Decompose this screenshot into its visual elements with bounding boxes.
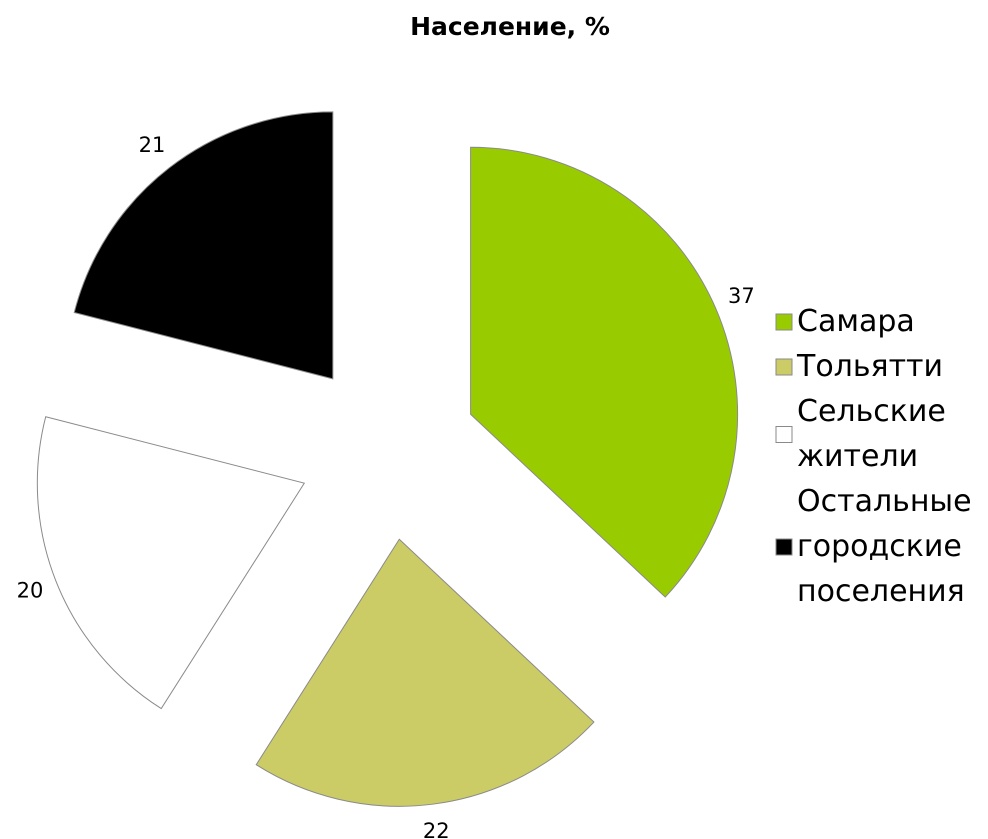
legend-swatch: [775, 426, 793, 443]
legend-line: жители: [797, 439, 918, 474]
legend-swatch: [775, 313, 793, 331]
legend-item: Тольятти: [775, 349, 943, 384]
legend-line: городские: [797, 529, 962, 564]
legend-item: Самара: [775, 304, 915, 339]
legend-line: поселения: [797, 574, 965, 609]
pie-slice: [470, 146, 739, 598]
legend-label: Сельские жители: [797, 394, 946, 474]
pie-slice: [73, 111, 334, 380]
value-label: 20: [17, 579, 44, 603]
legend-item: Сельские жители: [775, 394, 946, 474]
pie-slice: [36, 416, 306, 710]
value-label: 21: [139, 133, 166, 157]
legend-label: Остальные городские поселения: [797, 484, 972, 609]
legend-label: Тольятти: [796, 349, 943, 384]
value-label: 22: [423, 819, 450, 839]
value-label: 37: [728, 284, 755, 308]
legend-line: Самара: [797, 304, 915, 339]
legend-line: Тольятти: [796, 349, 943, 384]
legend-item: Остальные городские поселения: [775, 484, 972, 609]
legend-line: Сельские: [797, 394, 946, 429]
legend-label: Самара: [797, 304, 915, 339]
legend-line: Остальные: [797, 484, 972, 519]
legend-swatch: [775, 538, 793, 556]
chart-title: Население, %: [410, 12, 610, 41]
legend-swatch: [775, 358, 793, 376]
pie-slice: [255, 538, 595, 807]
